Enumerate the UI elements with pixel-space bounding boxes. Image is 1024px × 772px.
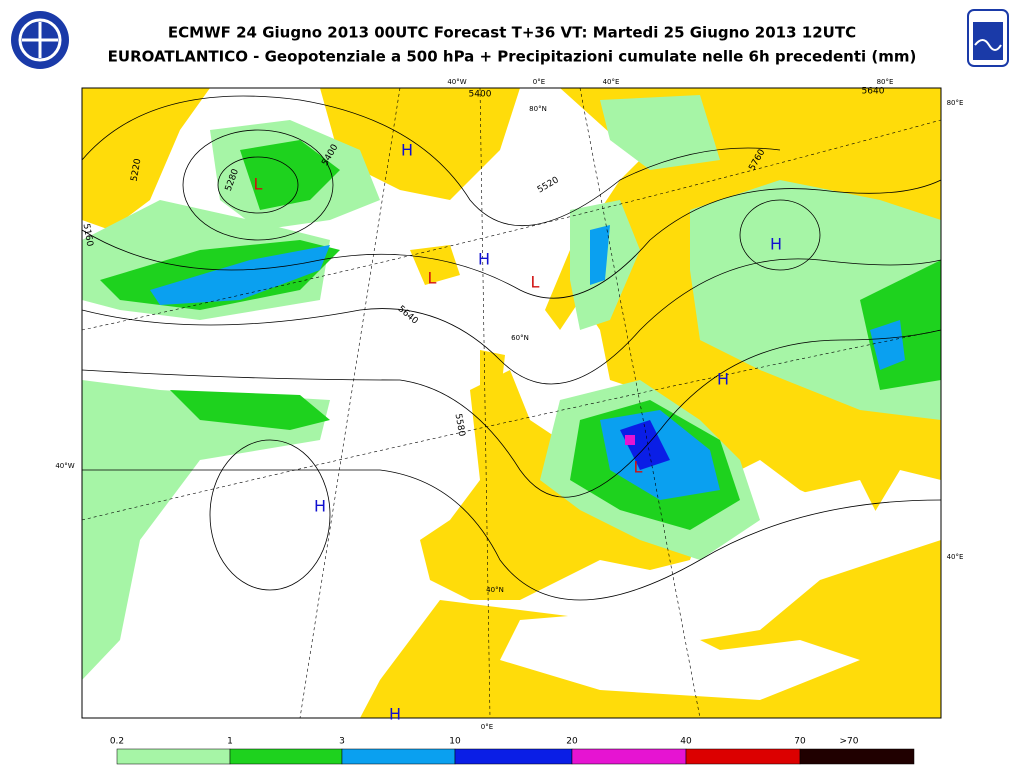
legend-swatch [229,748,343,765]
pressure-center: H [401,141,413,160]
legend-swatch [685,748,801,765]
contours [82,95,941,601]
logo-right [967,9,1009,67]
legend-label: 1 [227,737,233,747]
legend-label: 10 [449,737,461,747]
pressure-center: H [770,235,782,254]
legend-label: >70 [840,737,859,747]
legend-label: 70 [794,737,806,747]
legend-swatch [341,748,456,765]
grid-label: 0°E [481,723,493,731]
grid-label: 80°E [877,78,894,86]
contour-label: 5220 [130,158,144,183]
pressure-center: H [389,705,401,724]
map-frame [81,87,942,719]
grid-label: 0°E [533,78,545,86]
pressure-center: H [314,497,326,516]
contour-label: 5400 [469,90,492,100]
grid-label: 40°W [55,462,74,470]
legend-swatch [116,748,231,765]
legend-label: 0.2 [110,737,124,747]
graticule [82,88,941,718]
grid-label: 40°E [603,78,620,86]
legend-label: 3 [339,737,345,747]
subtitle: EUROATLANTICO - Geopotenziale a 500 hPa … [108,48,917,66]
logo-left [11,11,69,69]
legend-swatch [799,748,915,765]
pressure-center: L [634,458,643,477]
pressure-center: L [254,175,263,194]
legend-label: 40 [680,737,692,747]
pressure-center: L [428,269,437,288]
contour-label: 5640 [862,87,885,97]
legend-swatch [454,748,573,765]
pressure-center: L [531,273,540,292]
grid-label: 80°N [529,105,547,113]
grid-label: 60°N [511,334,529,342]
grid-label: 80°E [947,99,964,107]
contour-label: 5160 [81,223,95,248]
legend-label: 20 [566,737,578,747]
grid-label: 40°W [447,78,466,86]
map [82,88,941,718]
pressure-center: H [717,370,729,389]
title: ECMWF 24 Giugno 2013 00UTC Forecast T+36… [168,24,856,42]
grid-label: 40°N [486,586,504,594]
legend-swatch [571,748,687,765]
contour-label: 5580 [453,413,467,438]
precipitation [82,95,941,680]
seas [500,480,880,700]
pressure-center: H [478,250,490,269]
grid-label: 40°E [947,553,964,561]
